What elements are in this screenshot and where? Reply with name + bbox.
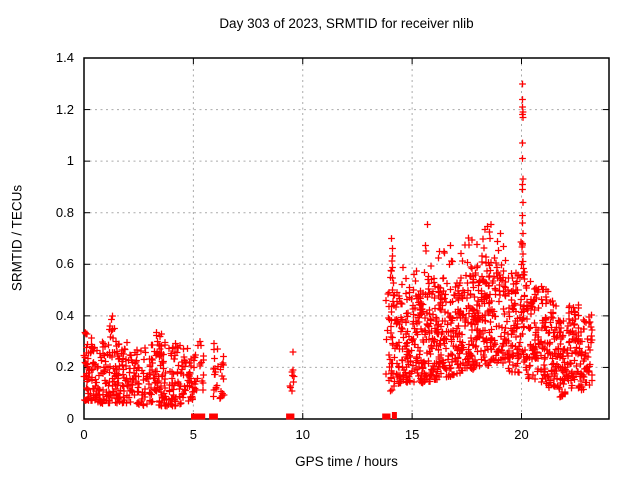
y-tick-label: 0 — [66, 411, 74, 426]
x-tick-label: 10 — [295, 427, 310, 442]
y-tick-label: 0.8 — [55, 204, 74, 220]
x-tick-label: 20 — [514, 427, 529, 442]
y-tick-label: 0.4 — [55, 307, 74, 323]
x-tick-label: 15 — [404, 427, 420, 442]
y-tick-label: 1.4 — [55, 50, 74, 65]
chart-title: Day 303 of 2023, SRMTID for receiver nli… — [219, 16, 474, 31]
scatter-points — [80, 80, 596, 410]
plot-border — [83, 57, 610, 420]
y-tick-label: 0.6 — [55, 256, 74, 272]
x-axis-label: GPS time / hours — [295, 454, 398, 469]
zero-value-markers — [191, 412, 397, 420]
y-tick-label: 0.2 — [55, 359, 74, 375]
y-tick-label: 1 — [66, 153, 74, 169]
y-tick-label: 1.2 — [55, 101, 74, 117]
y-axis-label: SRMTID / TECUs — [9, 184, 25, 292]
x-tick-label: 0 — [80, 427, 88, 442]
x-tick-label: 5 — [189, 427, 197, 442]
